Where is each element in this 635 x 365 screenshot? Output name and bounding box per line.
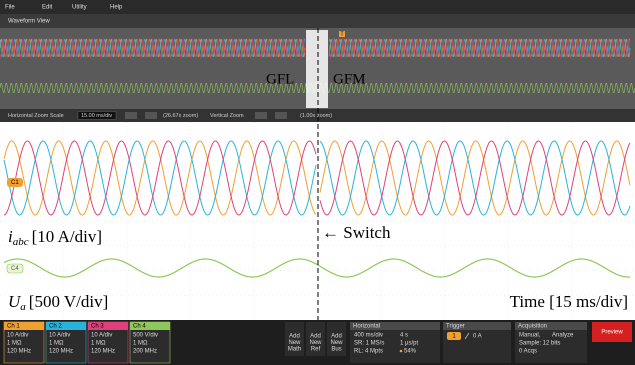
trigger-marker: T [340,31,343,37]
zoom-button[interactable] [255,112,267,119]
horizontal-scale: 400 ms/div [354,333,383,339]
add-button-text: Ref [311,347,321,353]
add-button-text: Add [289,334,300,340]
channel-scale: 500 V/div [133,333,158,339]
panel-title: Trigger [446,324,465,330]
add-button-text: Add [310,334,321,340]
horizontal-duration: 4 s [400,333,408,339]
zoom-window [306,30,328,108]
switch-label: ← Switch [322,223,391,242]
gfm-label: GFM [333,71,366,87]
zoom-factor: (1.00x zoom) [300,113,332,119]
preview-text: Preview [601,330,623,336]
channel-impedance: 1 MΩ [91,341,106,347]
tab-bar [0,14,635,28]
channel-impedance: 1 MΩ [7,341,22,347]
trigger-level: 0 A [473,334,482,340]
zoom-button[interactable] [145,112,157,119]
menu-bar [0,0,635,14]
channel-bandwidth: 200 MHz [133,349,157,355]
panel-title: Acquisition [518,324,547,330]
channel-bandwidth: 120 MHz [49,349,73,355]
gfl-label: GFL [266,71,294,87]
tab-title[interactable]: Waveform View [8,19,50,25]
add-button-text: Add [331,334,342,340]
menu-item[interactable]: Utility [72,5,87,11]
channel-impedance: 1 MΩ [49,341,64,347]
add-button-text: New [288,340,301,346]
zoom-label: Vertical Zoom [210,113,244,119]
acquisition-sample: Sample: 12 bits [519,341,560,347]
channel-scale: 10 A/div [7,333,28,339]
menu-item[interactable]: Help [110,5,123,11]
zoom-factor: (26.67x zoom) [163,113,198,119]
oscilloscope-ui: T GFL GFM File Edit Utility Help Wavefor… [0,0,635,365]
horizontal-resolution: 1 µs/pt [400,341,418,347]
menu-item[interactable]: File [5,5,15,11]
channel-bandwidth: 120 MHz [91,349,115,355]
zoom-label: Horizontal Zoom Scale [8,113,64,119]
position-dot [400,350,403,353]
add-button-text: Bus [331,347,341,353]
channel-scale: 10 A/div [49,333,70,339]
horizontal-record_length: RL: 4 Mpts [354,349,383,355]
zoom-button[interactable] [125,112,137,119]
channel-name: Ch 1 [7,324,20,330]
badge-text: C1 [11,180,19,186]
zoom-button[interactable] [275,112,287,119]
time-label: Time [15 ms/div] [510,292,628,311]
horizontal-sample_rate: SR: 1 MS/s [354,341,384,347]
add-button-text: New [330,340,343,346]
channel-name: Ch 2 [49,324,62,330]
channel-scale: 10 A/div [91,333,112,339]
badge-text: C4 [11,266,19,272]
menu-item[interactable]: Edit [42,5,53,11]
add-button-text: Math [288,347,301,353]
zoom-value: 15.00 ms/div [81,113,112,119]
channel-name: Ch 3 [91,324,104,330]
acquisition-count: 0 Acqs [519,349,537,355]
acquisition-action: Analyze [552,333,574,339]
acquisition-mode: Manual, [519,333,541,339]
panel-title: Horizontal [353,324,380,330]
horizontal-position: 54% [404,349,417,355]
channel-name: Ch 4 [133,324,146,330]
channel-bandwidth: 120 MHz [7,349,31,355]
channel-impedance: 1 MΩ [133,341,148,347]
add-button-text: New [309,340,322,346]
